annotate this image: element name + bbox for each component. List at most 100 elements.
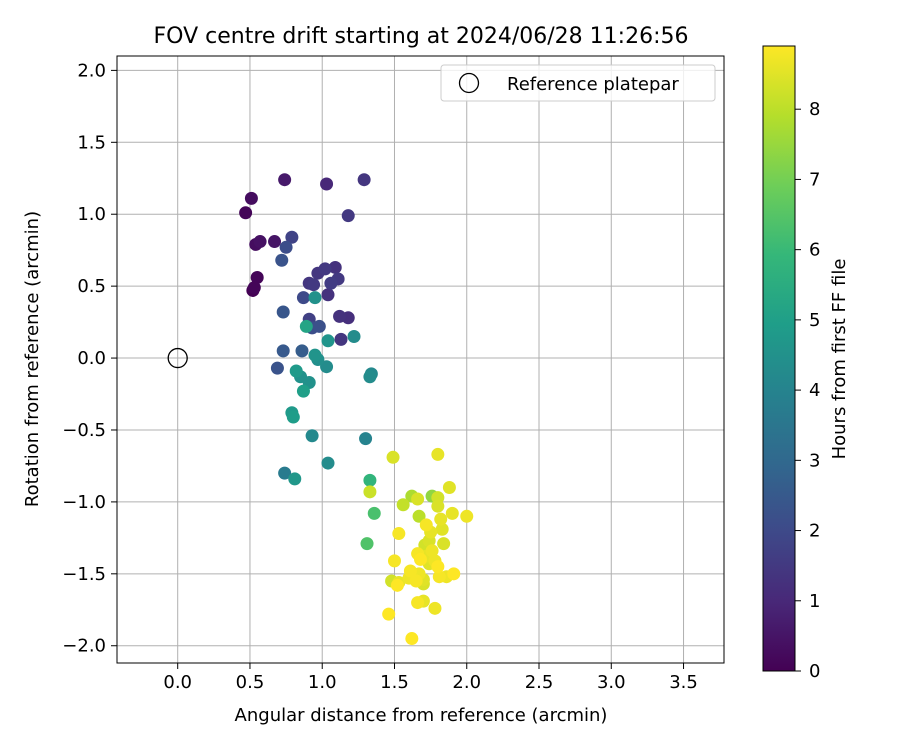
data-point (412, 509, 426, 523)
colorbar-tick-label: 8 (809, 99, 820, 120)
data-point (431, 447, 445, 461)
data-point (432, 570, 446, 584)
data-point (250, 271, 264, 285)
data-point (431, 499, 445, 513)
plot-area: 0.0 0.5 1.0 1.5 2.0 2.5 3.0 3.5 2.01.51.00.50.0… (62, 55, 725, 693)
data-point (428, 601, 442, 615)
data-point (445, 506, 459, 520)
data-point (419, 518, 433, 532)
colorbar-tick-label: 2 (809, 521, 820, 542)
data-point (270, 361, 284, 375)
data-point (253, 235, 267, 249)
data-point (414, 552, 427, 566)
colorbar: 0 1 2 3 4 5 6 7 8 Hours from first FF file (762, 45, 850, 682)
data-point (347, 329, 361, 343)
data-point (435, 522, 449, 536)
data-point (286, 410, 300, 424)
data-point (276, 344, 290, 358)
x-tick-label: 1.5 (380, 672, 409, 693)
data-point (363, 485, 377, 499)
data-point (431, 560, 445, 574)
data-point (295, 344, 309, 358)
data-point (409, 574, 423, 588)
y-tick-label: −2.0 (62, 636, 106, 657)
data-point (442, 481, 456, 495)
data-point (447, 567, 461, 581)
data-point (390, 578, 404, 592)
legend: Reference platepar (440, 64, 716, 102)
x-tick-label: 3.5 (669, 672, 698, 693)
colorbar-tick-label: 6 (809, 240, 820, 261)
data-point (341, 209, 355, 223)
colorbar-tick-label: 7 (809, 169, 820, 190)
reference-marker (167, 347, 188, 369)
reference-marker-group (167, 347, 188, 369)
chart-title: FOV centre drift starting at 2024/06/28 … (154, 24, 689, 49)
data-point (289, 364, 303, 378)
data-point (321, 288, 335, 302)
colorbar-tick-label: 4 (809, 380, 820, 401)
data-point (357, 173, 371, 187)
y-tick-label: −1.0 (62, 492, 106, 513)
data-point (411, 596, 425, 610)
y-tick-label: 2.0 (77, 60, 106, 81)
x-axis-ticks: 0.0 0.5 1.0 1.5 2.0 2.5 3.0 3.5 (163, 663, 698, 693)
data-point (320, 360, 334, 374)
data-point (320, 177, 334, 191)
data-point (359, 432, 373, 446)
y-tick-label: 0.5 (77, 276, 106, 297)
y-tick-label: −0.5 (62, 420, 106, 441)
data-point (382, 607, 396, 621)
data-point (239, 206, 253, 220)
data-point (396, 498, 410, 512)
y-tick-label: 0.0 (77, 348, 106, 369)
data-point (367, 506, 381, 520)
data-point (296, 291, 310, 305)
x-tick-label: 0.5 (236, 672, 265, 693)
x-tick-label: 1.0 (308, 672, 337, 693)
colorbar-gradient (762, 45, 796, 672)
x-tick-label: 2.5 (525, 672, 554, 693)
data-point (363, 473, 377, 487)
legend-box (440, 64, 716, 102)
data-point (308, 291, 322, 305)
data-point (403, 564, 417, 578)
data-point (312, 319, 326, 333)
colorbar-tick-label: 0 (809, 661, 820, 682)
data-point (275, 253, 289, 267)
data-point (276, 305, 290, 319)
legend-marker (458, 72, 480, 94)
data-point (288, 472, 302, 486)
data-point (411, 492, 425, 506)
data-point (387, 554, 401, 568)
plot-frame (116, 55, 725, 664)
y-axis-label: Rotation from reference (arcmin) (22, 211, 43, 507)
colorbar-tick-label: 3 (809, 450, 820, 471)
data-point (386, 450, 400, 464)
data-point (285, 230, 299, 244)
data-point (268, 235, 282, 249)
y-tick-label: 1.0 (77, 204, 106, 225)
data-point (392, 527, 406, 541)
y-tick-label: 1.5 (77, 132, 106, 153)
colorbar-tick-label: 5 (809, 310, 820, 331)
x-tick-label: 3.0 (597, 672, 626, 693)
data-point (460, 509, 474, 523)
data-point (328, 260, 342, 274)
grid-lines (117, 56, 724, 663)
data-point (278, 466, 292, 480)
data-point (321, 456, 335, 470)
y-tick-label: −1.5 (62, 564, 106, 585)
colorbar-label: Hours from first FF file (829, 259, 850, 460)
data-point (247, 281, 261, 295)
data-point (307, 278, 321, 292)
data-point (299, 319, 313, 333)
data-point (363, 370, 377, 384)
legend-label: Reference platepar (507, 74, 679, 95)
data-point (405, 632, 419, 646)
data-point (334, 332, 348, 346)
data-point (324, 276, 338, 290)
data-point (425, 544, 439, 558)
data-point (318, 262, 332, 276)
